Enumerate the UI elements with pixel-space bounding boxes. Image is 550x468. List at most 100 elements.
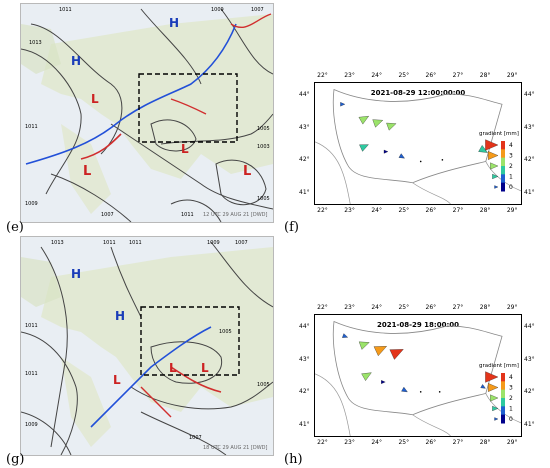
panel-label-g: (g) xyxy=(6,452,25,467)
longitude-tick: 29° xyxy=(506,304,518,311)
low-pressure-marker: L xyxy=(91,92,99,106)
high-pressure-marker: H xyxy=(71,267,82,281)
gradient-arrow xyxy=(419,391,422,393)
latitude-tick: 43° xyxy=(299,123,310,131)
latitude-tick: 43° xyxy=(299,355,310,363)
longitude-tick: 25° xyxy=(398,72,410,79)
pressure-label: 1013 xyxy=(51,240,64,246)
gradient-arrow xyxy=(361,372,372,381)
synoptic-map-g: 1013 1011 1011 1009 1007 1011 1011 1005 … xyxy=(20,236,274,456)
pressure-label: 1011 xyxy=(59,7,72,13)
longitude-tick: 25° xyxy=(398,207,410,214)
gradient-arrow xyxy=(480,384,486,389)
longitude-tick: 23° xyxy=(344,304,355,311)
synoptic-map-e: 1011 1009 1007 1013 1011 1009 1005 1003 … xyxy=(20,3,274,223)
longitude-tick: 27° xyxy=(452,439,464,446)
legend-value: 1 xyxy=(509,174,513,181)
longitude-tick: 27° xyxy=(452,304,464,311)
gradient-arrow xyxy=(359,144,369,152)
legend-value: 4 xyxy=(509,374,513,381)
synoptic-map-g-svg xyxy=(21,237,273,455)
gradient-arrow xyxy=(373,346,387,357)
country-outline xyxy=(332,320,503,416)
latitude-tick: 41° xyxy=(299,189,310,197)
gradient-arrow xyxy=(386,122,397,131)
map-stamp: 18 UTC 29 AUG 21 [DWD] xyxy=(203,445,268,451)
longitude-tick: 28° xyxy=(479,439,491,446)
gradient-legend: 4 3 2 1 0 gradient [mm] xyxy=(479,363,519,424)
legend-value: 1 xyxy=(509,406,513,413)
latitude-tick: 44° xyxy=(524,323,535,331)
longitude-tick: 29° xyxy=(506,72,518,79)
legend-title: gradient [mm] xyxy=(479,363,519,369)
pressure-label: 1009 xyxy=(25,201,38,207)
latitude-tick: 43° xyxy=(524,123,535,131)
gradient-arrow xyxy=(438,391,441,393)
pressure-label: 1009 xyxy=(207,240,220,246)
detail-map-h-svg: 4 3 2 1 0 gradient [mm] xyxy=(315,320,521,436)
legend-value: 2 xyxy=(509,395,513,402)
longitude-tick: 26° xyxy=(425,439,437,446)
latitude-tick: 44° xyxy=(299,323,310,331)
low-pressure-marker: L xyxy=(243,164,252,179)
longitude-tick: 26° xyxy=(425,72,437,79)
longitude-tick: 27° xyxy=(452,72,464,79)
pressure-label: 1011 xyxy=(129,240,142,246)
detail-map-title: 2021-08-29 12:00:00:00 xyxy=(370,89,466,97)
neighbour-borders xyxy=(315,373,521,436)
longitude-tick: 28° xyxy=(479,207,491,214)
latitude-tick: 42° xyxy=(299,388,310,396)
low-pressure-marker: L xyxy=(201,361,209,375)
latitude-tick: 43° xyxy=(524,355,535,363)
longitude-tick: 29° xyxy=(506,207,518,214)
high-pressure-marker: H xyxy=(169,16,180,30)
longitude-tick: 25° xyxy=(398,304,410,311)
longitude-tick: 26° xyxy=(425,207,437,214)
gradient-arrow xyxy=(372,119,384,128)
panel-label-f: (f) xyxy=(284,220,299,235)
pressure-label: 1011 xyxy=(181,212,194,218)
latitude-tick: 44° xyxy=(299,91,310,99)
detail-map-f: 2021-08-29 12:00:00:00 4 3 2 1 0 gradient [mm… xyxy=(314,82,522,205)
longitude-tick: 28° xyxy=(479,72,491,79)
latitude-tick: 41° xyxy=(524,421,535,429)
legend-value: 0 xyxy=(509,184,513,191)
low-pressure-marker: L xyxy=(83,164,92,179)
pressure-label: 1007 xyxy=(189,435,202,441)
longitude-tick: 26° xyxy=(425,304,437,311)
legend-title: gradient [mm] xyxy=(479,131,519,137)
pressure-label: 1009 xyxy=(25,422,38,428)
neighbour-borders xyxy=(315,141,521,204)
pressure-label: 1011 xyxy=(25,323,38,329)
gradient-arrow xyxy=(478,145,488,153)
longitude-tick: 23° xyxy=(344,72,355,79)
pressure-label: 1011 xyxy=(103,240,116,246)
longitude-tick: 23° xyxy=(344,207,355,214)
latitude-tick: 42° xyxy=(524,156,535,164)
gradient-arrow xyxy=(401,386,408,393)
gradient-arrow xyxy=(342,333,349,338)
low-pressure-marker: L xyxy=(181,142,189,156)
pressure-label: 1005 xyxy=(257,382,270,388)
longitude-tick: 24° xyxy=(371,72,382,79)
low-pressure-marker: L xyxy=(113,373,121,387)
gradient-legend: 4 3 2 1 0 gradient [mm] xyxy=(479,131,519,192)
legend-value: 4 xyxy=(509,142,513,149)
low-pressure-marker: L xyxy=(169,361,177,375)
latitude-tick: 42° xyxy=(299,156,310,164)
legend-value: 3 xyxy=(509,385,513,392)
longitude-tick: 24° xyxy=(371,207,382,214)
panel-label-h: (h) xyxy=(284,452,303,467)
panel-label-e: (e) xyxy=(6,220,24,235)
gradient-arrow xyxy=(441,159,444,161)
legend-value: 0 xyxy=(509,416,513,423)
latitude-tick: 44° xyxy=(524,91,535,99)
gradient-arrow xyxy=(381,380,386,385)
longitude-tick: 24° xyxy=(371,439,382,446)
longitude-tick: 24° xyxy=(371,304,382,311)
gradient-arrow xyxy=(383,149,389,154)
longitude-tick: 28° xyxy=(479,304,491,311)
latitude-tick: 41° xyxy=(299,421,310,429)
pressure-label: 1005 xyxy=(219,329,232,335)
longitude-tick: 22° xyxy=(317,72,328,79)
